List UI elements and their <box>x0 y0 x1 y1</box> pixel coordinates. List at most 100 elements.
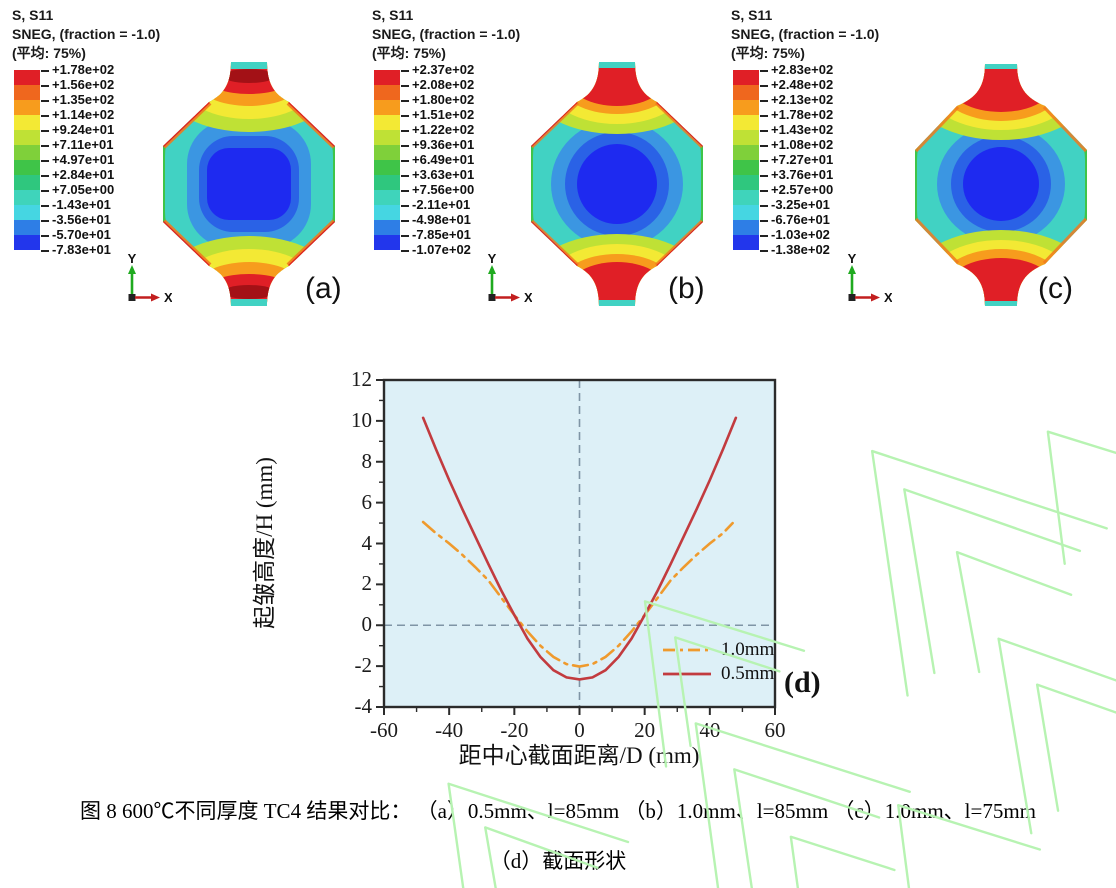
colorbar-swatch <box>374 190 400 205</box>
colorbar-swatch <box>374 100 400 115</box>
abaqus-legend-header-b: S, S11 SNEG, (fraction = -1.0) (平均: 75%) <box>372 6 520 63</box>
colorbar-value-label: -1.43e+01 <box>41 197 111 213</box>
colorbar-swatch <box>733 220 759 235</box>
colorbar-value-label: +1.35e+02 <box>41 92 114 108</box>
colorbar-swatch <box>733 235 759 250</box>
colorbar-value-label: +3.63e+01 <box>401 167 474 183</box>
colorbar-swatch <box>733 70 759 85</box>
series-1.0mm <box>421 520 734 668</box>
y-arrow-icon <box>848 265 856 274</box>
colorbar-value-label: +7.05e+00 <box>41 182 114 198</box>
panel-label-d: (d) <box>784 666 821 699</box>
colorbar-swatch <box>14 100 40 115</box>
x-tick-label: -40 <box>435 718 464 742</box>
colorbar-value-label: +7.11e+01 <box>41 137 113 153</box>
legend-entry-1.0mm: 1.0mm <box>662 638 774 662</box>
colorbar-value-label: +2.37e+02 <box>401 62 474 78</box>
y-tick-label: 2 <box>361 571 373 596</box>
colorbar-swatch <box>733 130 759 145</box>
legend-field-line: S, S11 <box>731 7 773 23</box>
x-arrow-icon <box>871 293 880 302</box>
colorbar-swatch <box>374 130 400 145</box>
y-tick-label: -4 <box>354 694 373 718</box>
x-tick-label: -20 <box>500 718 529 742</box>
colorbar-swatch <box>14 160 40 175</box>
colorbar-value-label: +9.36e+01 <box>401 137 474 153</box>
colorbar-value-label: +2.83e+02 <box>760 62 833 78</box>
colorbar-value-label: -2.11e+01 <box>401 197 470 213</box>
colorbar-value-label: +3.76e+01 <box>760 167 833 183</box>
colorbar-swatch <box>733 205 759 220</box>
colorbar-swatch <box>14 130 40 145</box>
colorbar-value-label: +2.57e+00 <box>760 182 833 198</box>
colorbar-swatch <box>733 160 759 175</box>
colorbar-swatch <box>733 190 759 205</box>
colorbar-swatch <box>374 115 400 130</box>
colorbar-value-label: +2.08e+02 <box>401 77 474 93</box>
colorbar-swatch <box>374 145 400 160</box>
triad-y-label: Y <box>488 252 497 266</box>
series-0.5mm <box>421 416 738 681</box>
colorbar-value-label: -5.70e+01 <box>41 227 111 243</box>
axis-triad-b: Y X <box>488 252 532 305</box>
figure-caption-line1: 图 8 600℃不同厚度 TC4 结果对比： （a）0.5mm、l=85mm （… <box>79 799 1037 823</box>
colorbar-b: +2.37e+02 +2.08e+02 +1.80e+02 +1.51e+02 +1.2… <box>374 62 474 257</box>
z-origin-icon <box>128 294 136 301</box>
legend-entry-0.5mm: 0.5mm <box>662 662 774 686</box>
y-axis-label: 起皱高度/H (mm) <box>252 457 277 629</box>
x-arrow-icon <box>151 293 160 302</box>
colorbar-swatch <box>374 220 400 235</box>
colorbar-c: +2.83e+02 +2.48e+02 +2.13e+02 +1.78e+02 +1.4… <box>733 62 833 257</box>
colorbar-swatch <box>14 235 40 250</box>
colorbar-value-label: +1.22e+02 <box>401 122 474 138</box>
x-tick-label: 60 <box>764 718 786 742</box>
colorbar-swatch <box>14 220 40 235</box>
colorbar-swatch <box>733 100 759 115</box>
colorbar-swatch <box>14 190 40 205</box>
z-origin-icon <box>488 294 496 301</box>
y-tick-label: 4 <box>361 530 373 555</box>
legend-entry-label: 1.0mm <box>721 639 775 660</box>
x-arrow-icon <box>511 293 520 302</box>
legend-entry-label: 0.5mm <box>721 663 775 684</box>
x-tick-label: -60 <box>370 718 398 742</box>
legend-sneg-line: SNEG, (fraction = -1.0) <box>12 26 161 42</box>
triad-x-label: X <box>884 290 892 305</box>
x-tick-label: 20 <box>634 718 656 742</box>
panel-label-c: (c) <box>1038 272 1073 305</box>
legend-avg-line: (平均: 75%) <box>731 45 805 61</box>
triad-x-label: X <box>524 290 532 305</box>
colorbar-value-label: -6.76e+01 <box>760 212 830 228</box>
abaqus-legend-header-a: S, S11 SNEG, (fraction = -1.0) (平均: 75%) <box>12 6 160 63</box>
colorbar-swatch <box>14 115 40 130</box>
colorbar-swatch <box>14 175 40 190</box>
colorbar-value-label: -7.85e+01 <box>401 227 471 243</box>
colorbar-value-label: +6.49e+01 <box>401 152 474 168</box>
colorbar-swatch <box>733 175 759 190</box>
colorbar-value-label: +9.24e+01 <box>41 122 114 138</box>
triad-x-label: X <box>164 290 172 305</box>
colorbar-swatch <box>374 70 400 85</box>
panel-label-a: (a) <box>305 272 342 305</box>
z-origin-icon <box>848 294 856 301</box>
abaqus-legend-header-c: S, S11 SNEG, (fraction = -1.0) (平均: 75%) <box>731 6 879 63</box>
colorbar-swatch <box>374 85 400 100</box>
axis-triad-c: Y X <box>848 252 892 305</box>
y-arrow-icon <box>488 265 496 274</box>
y-tick-label: 10 <box>351 407 372 432</box>
colorbar-value-label: +1.14e+02 <box>41 107 114 123</box>
colorbar-a: +1.78e+02 +1.56e+02 +1.35e+02 +1.14e+02 +9.2… <box>14 62 114 257</box>
colorbar-swatch <box>14 85 40 100</box>
colorbar-value-label: -7.83e+01 <box>41 242 111 258</box>
colorbar-swatch <box>374 235 400 250</box>
contour-plot-a <box>163 62 335 306</box>
colorbar-value-label: -1.38e+02 <box>760 242 830 258</box>
y-tick-label: 0 <box>361 612 373 637</box>
x-tick-label: 40 <box>699 718 721 742</box>
figure-caption-line2: （d）截面形状 <box>489 849 627 873</box>
colorbar-value-label: +4.97e+01 <box>41 152 114 168</box>
colorbar-swatch <box>374 160 400 175</box>
y-tick-label: -2 <box>354 653 373 678</box>
triad-y-label: Y <box>128 252 137 266</box>
